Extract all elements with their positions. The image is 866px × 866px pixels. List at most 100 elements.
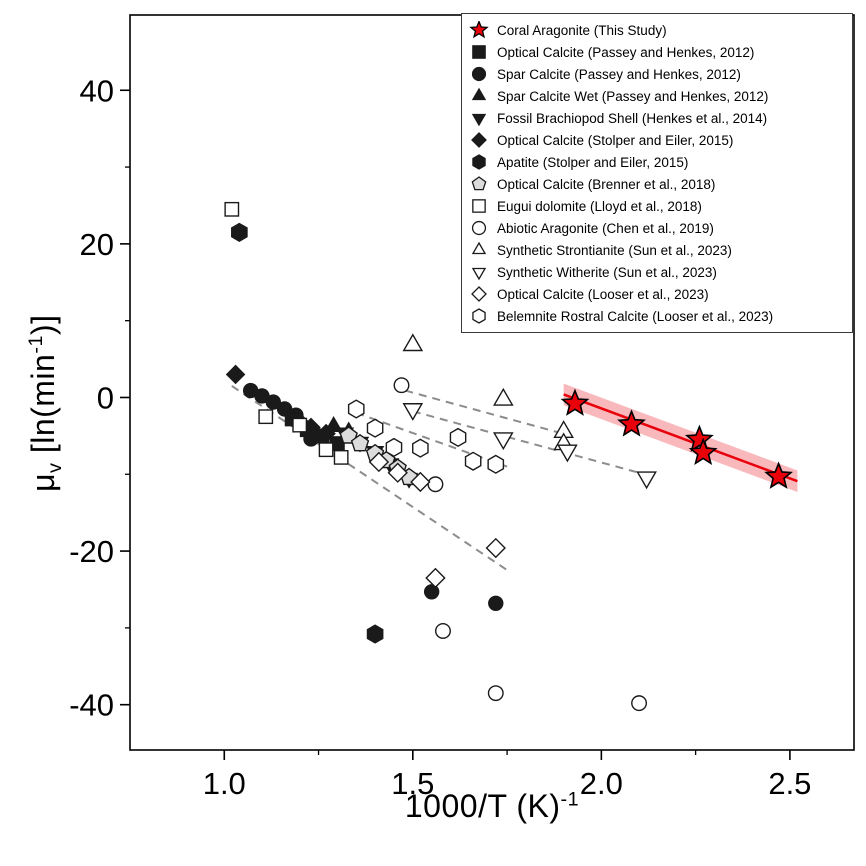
data-point [366,418,384,438]
data-point [265,394,281,410]
data-point [258,409,274,425]
data-point [617,409,646,437]
triangle-down-icon [471,113,487,127]
legend-label: Belemnite Rostral Calcite (Looser et al.… [497,308,774,324]
y-axis-label-mid: [ln(min [24,353,61,463]
x-axis-label-base: 1000/T (K) [404,788,561,824]
data-point [350,433,370,452]
square-icon [472,45,486,59]
triangle-up-icon [471,87,487,101]
legend-item-synthetic-strontianite-sun-et-al-2023: Synthetic Strontianite (Sun et al., 2023… [468,239,846,261]
data-point [292,417,308,433]
circle-icon-shape [471,220,487,236]
data-point [366,624,384,644]
data-point [423,584,440,600]
data-point [487,685,504,702]
legend-label: Abiotic Aragonite (Chen et al., 2019) [497,220,714,236]
trend-line-3 [405,389,572,437]
x-axis-label: 1000/T (K)-1 [130,788,854,825]
series-coral-aragonite-this-study [560,388,793,489]
data-point [688,437,718,466]
hexagon-icon [472,308,486,324]
y-axis-label-sub: v [44,462,67,473]
data-point [435,622,451,639]
legend: Coral Aragonite (This Study) Optical Calc… [461,13,853,333]
axis-ticks: 1.0 1.5 2.0 2.5 -40 -20 0 20 40 [69,73,811,801]
data-point [385,437,403,458]
square-icon-shape [472,199,486,213]
legend-item-optical-calcite-brenner-et-al-2018: Optical Calcite (Brenner et al., 2018) [468,173,846,195]
data-point [684,424,714,452]
data-point [333,449,349,465]
triangle-down-icon [471,267,487,281]
data-point [493,432,514,451]
legend-item-eugui-dolomite-lloyd-et-al-2018: Eugui dolomite (Lloyd et al., 2018) [468,195,846,217]
hexagon-icon [472,154,486,170]
legend-item-optical-calcite-passey-and-henkes-2012: Optical Calcite (Passey and Henkes, 2012… [468,41,846,63]
triangle-up-icon-shape [471,87,487,101]
series-synthetic-strontianite-sun-et-al-2023 [402,333,574,451]
pentagon-icon [471,176,487,191]
legend-item-optical-calcite-looser-et-al-2023: Optical Calcite (Looser et al., 2023) [468,283,846,305]
series-belemnite-rostral-calcite-looser-et-al-2023 [347,399,505,474]
legend-label: Spar Calcite (Passey and Henkes, 2012) [497,66,741,82]
triangle-down-icon-shape [471,113,487,127]
square-icon-shape [472,45,486,59]
data-point [402,333,424,352]
legend-item-spar-calcite-wet-passey-and-henkes-2012: Spar Calcite Wet (Passey and Henkes, 201… [468,85,846,107]
regression-line [563,393,798,483]
y-tick-label: 40 [80,73,114,108]
legend-item-synthetic-witherite-sun-et-al-2023: Synthetic Witherite (Sun et al., 2023) [468,261,846,283]
x-tick-label: 2.5 [768,766,811,801]
pentagon-icon-shape [471,176,487,191]
x-axis-label-exponent: -1 [560,788,580,811]
series-synthetic-witherite-sun-et-al-2023 [402,403,657,490]
data-point [410,471,431,493]
data-point [485,537,506,559]
legend-label: Eugui dolomite (Lloyd et al., 2018) [497,198,702,214]
data-point [231,222,248,242]
data-point [224,201,240,217]
legend-item-optical-calcite-stolper-and-eiler-2015: Optical Calcite (Stolper and Eiler, 2015… [468,129,846,151]
data-point [368,451,390,473]
series-spar-calcite-passey-and-henkes-2012 [242,382,504,611]
square-icon [472,199,486,213]
legend-label: Synthetic Witherite (Sun et al., 2023) [497,264,717,280]
legend-label: Optical Calcite (Brenner et al., 2018) [497,176,716,192]
hexagon-icon-shape [472,308,486,324]
y-tick-label: 20 [80,227,114,262]
data-point [412,438,429,458]
diamond-icon [471,286,487,302]
legend-label: Apatite (Stolper and Eiler, 2015) [497,154,689,170]
data-point [427,476,444,493]
circle-icon-shape [471,66,487,82]
x-tick-label: 1.0 [203,766,246,801]
legend-label: Synthetic Strontianite (Sun et al., 2023… [497,242,732,258]
legend-label: Optical Calcite (Passey and Henkes, 2012… [497,44,755,60]
data-point [402,403,424,421]
legend-item-belemnite-rostral-calcite-looser-et-al-2023: Belemnite Rostral Calcite (Looser et al.… [468,305,846,327]
data-point [464,451,482,471]
legend-label: Fossil Brachiopod Shell (Henkes et al., … [497,110,768,126]
circle-icon [471,220,487,236]
x-tick-label: 2.0 [580,766,623,801]
legend-item-fossil-brachiopod-shell-henkes-et-al-2014: Fossil Brachiopod Shell (Henkes et al., … [468,107,846,129]
legend-item-spar-calcite-passey-and-henkes-2012: Spar Calcite (Passey and Henkes, 2012) [468,63,846,85]
regression-fit [563,383,798,492]
hexagon-icon-shape [472,154,486,170]
data-point [393,377,410,394]
data-point [225,364,246,385]
diamond-icon-shape [471,132,487,148]
legend-item-apatite-stolper-and-eiler-2015: Apatite (Stolper and Eiler, 2015) [468,151,846,173]
legend-label: Coral Aragonite (This Study) [497,22,667,38]
series-apatite-stolper-and-eiler-2015 [231,222,384,644]
legend-item-coral-aragonite-this-study: Coral Aragonite (This Study) [468,19,846,41]
star-icon [469,21,489,39]
data-point [493,387,514,406]
data-point [631,695,648,712]
data-point [387,462,408,483]
data-point [487,454,505,474]
data-point [339,426,358,444]
y-tick-label: 0 [97,380,114,415]
y-axis-label-close: )] [24,314,61,336]
